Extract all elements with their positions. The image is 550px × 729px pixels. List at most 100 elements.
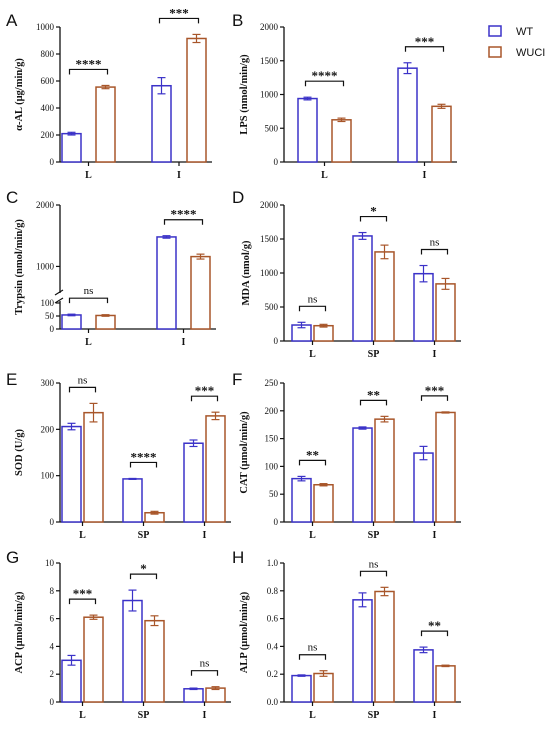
bar-wt-sp <box>122 478 143 523</box>
significance-label: ** <box>306 447 319 462</box>
y-tick-label: 8 <box>50 586 55 596</box>
x-tick-label: SP <box>138 710 150 721</box>
bar-wt-i <box>183 442 204 523</box>
significance-bracket <box>163 219 204 225</box>
bar-wuci-sp <box>144 619 165 703</box>
y-tick-label: 1.0 <box>267 558 279 568</box>
bar-wt-l <box>297 97 318 163</box>
bar-wt-i <box>413 272 434 342</box>
significance-label: ns <box>369 558 379 570</box>
significance-label: ns <box>78 374 88 386</box>
significance-bracket <box>420 248 449 255</box>
chart-panel-d: D MDA (nmol/g) 0 500 1000 1500 2000 Lns SP * Ins <box>232 188 461 360</box>
y-tick-label: 250 <box>265 378 279 388</box>
bar-wt-sp <box>352 427 373 523</box>
y-tick-label: 200 <box>265 406 279 416</box>
bar-wuci-i <box>435 283 456 342</box>
significance-label: ns <box>308 642 318 654</box>
y-tick-label: 300 <box>41 378 55 388</box>
y-tick-label: 200 <box>41 424 55 434</box>
legend-swatch-wuci <box>488 46 502 58</box>
y-tick-label: 10 <box>45 558 55 568</box>
bar-wt-i <box>397 67 418 163</box>
bar-wt-i <box>156 236 177 330</box>
significance-label: ns <box>84 285 94 297</box>
y-axis-label: Trypsin (nmol/min/g) <box>14 219 25 315</box>
y-tick-label: 1000 <box>36 261 55 271</box>
significance-label: *** <box>415 34 435 49</box>
bar-wuci-i <box>186 37 207 163</box>
y-tick-label: 0.2 <box>267 669 278 679</box>
x-tick-label: L <box>85 170 92 181</box>
bar-wt-i <box>151 84 172 163</box>
y-axis-label: LPS (nmol/min/g) <box>239 54 250 135</box>
y-tick-label: 0 <box>50 157 55 167</box>
significance-bracket <box>359 570 388 577</box>
y-tick-label: 800 <box>41 49 55 59</box>
bar-wuci-l <box>95 314 116 330</box>
y-axis-label: MDA (nmol/g) <box>241 240 252 306</box>
x-tick-label: I <box>203 710 207 721</box>
significance-label: ns <box>308 293 318 305</box>
legend-label-wuci: WUCI <box>516 47 545 59</box>
x-tick-label: L <box>309 349 316 360</box>
x-tick-label: I <box>182 337 186 348</box>
significance-label: *** <box>169 5 189 20</box>
significance-label: *** <box>425 383 445 398</box>
significance-label: ** <box>428 618 441 633</box>
y-tick-label: 0 <box>50 324 55 334</box>
bar-wt-i <box>413 649 434 703</box>
y-axis-label: α-AL (μg/min/g) <box>14 58 25 131</box>
chart-panel-e: E SOD (U/g) 0 100 200 300 Lns SP **** I *** <box>6 370 231 541</box>
x-tick-label: I <box>433 349 437 360</box>
bar-wt-l <box>61 132 82 163</box>
chart-panel-f: F CAT (μmol/min/g) 0 50 100 150 200 250 L ** SP ** I… <box>232 370 461 541</box>
y-tick-label: 400 <box>41 103 55 113</box>
y-tick-label: 1000 <box>36 22 55 32</box>
significance-bracket <box>359 399 388 406</box>
bar-wuci-l <box>331 119 352 163</box>
x-tick-label: L <box>79 530 86 541</box>
y-tick-label: 500 <box>265 302 279 312</box>
axis-break-mark <box>54 289 64 296</box>
bar-wuci-l <box>83 411 104 523</box>
y-tick-label: 50 <box>269 489 279 499</box>
y-tick-label: 200 <box>41 130 55 140</box>
panel-letter-h: H <box>232 548 244 567</box>
y-tick-label: 100 <box>41 471 55 481</box>
significance-bracket <box>298 459 327 466</box>
bar-wuci-l <box>313 483 334 523</box>
x-tick-label: L <box>79 710 86 721</box>
bar-wuci-i <box>431 105 452 163</box>
panel-letter-b: B <box>232 11 243 30</box>
significance-bracket <box>404 46 445 52</box>
y-tick-label: 1500 <box>260 56 279 66</box>
y-tick-label: 1000 <box>260 268 279 278</box>
bar-wt-l <box>291 674 312 703</box>
bar-wt-l <box>291 477 312 523</box>
bar-wuci-sp <box>374 251 395 342</box>
significance-label: **** <box>171 207 197 222</box>
significance-bracket <box>129 573 158 580</box>
bar-wuci-l <box>95 86 116 163</box>
chart-panel-h: H ALP (μmol/min/g) 0.0 0.2 0.4 0.6 0.8 1.0 Lns SP… <box>232 548 461 721</box>
significance-label: **** <box>131 449 157 464</box>
bar-wt-sp <box>352 235 373 342</box>
panel-letter-e: E <box>6 370 17 389</box>
y-tick-label: 0.8 <box>267 586 279 596</box>
y-axis-label: SOD (U/g) <box>14 429 25 476</box>
significance-bracket <box>129 461 158 468</box>
significance-label: * <box>140 561 147 576</box>
significance-label: * <box>370 204 377 219</box>
y-tick-label: 0.4 <box>267 641 279 651</box>
bar-wuci-i <box>190 255 211 330</box>
bar-wuci-sp <box>374 418 395 523</box>
significance-bracket <box>68 598 97 605</box>
chart-panel-b: B LPS (nmol/min/g) 0 500 1000 1500 2000 L **** I *… <box>232 11 457 181</box>
significance-label: *** <box>73 586 93 601</box>
x-tick-label: L <box>321 170 328 181</box>
significance-label: **** <box>312 68 338 83</box>
y-axis-label: ACP (μmol/min/g) <box>14 591 25 674</box>
y-axis-label: ALP (μmol/min/g) <box>239 591 250 673</box>
